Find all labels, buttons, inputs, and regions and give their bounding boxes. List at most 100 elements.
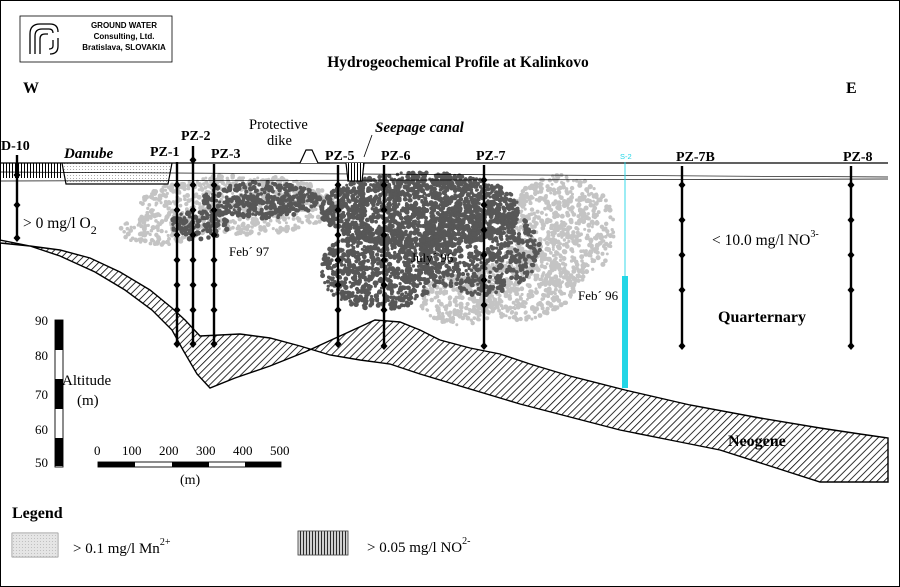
scale-tick: 400 [233,443,253,458]
sampling-point-marker [189,256,197,264]
sampling-point-marker [13,234,21,242]
well-pz-8: PZ-8 [843,150,873,348]
sampling-point-marker [173,231,181,239]
sampling-point-marker [210,231,218,239]
seepage-canal [345,162,365,182]
scale-tick: 200 [159,443,179,458]
legend-mn-label: > 0.1 mg/l Mn2+ [73,537,171,557]
scale-unit: (m) [180,473,201,488]
sampling-point-marker [189,156,197,164]
sampling-point-marker [678,251,686,259]
sampling-point-marker [380,281,388,289]
sampling-point-marker [480,276,488,284]
distance-scale: 0 100 200 300 400 500 (m) [94,443,290,488]
sampling-point-marker [678,181,686,189]
well-s-2: S-2 [620,152,632,388]
well-label: PZ-2 [181,129,211,144]
altitude-title: Altitude [62,373,112,389]
altitude-tick: 70 [35,387,48,402]
west-label: W [23,80,39,97]
altitude-tick: 50 [35,455,48,470]
sampling-point-marker [380,206,388,214]
logo-line-1: GROUND WATER [91,21,157,30]
altitude-unit: (m) [77,393,99,409]
sampling-point-marker [480,251,488,259]
sampling-point-marker [847,286,855,294]
sampling-point-marker [334,306,342,314]
scale-tick: 500 [270,443,290,458]
well-d-10: D-10 [1,139,30,240]
sampling-point-marker [480,226,488,234]
well-s-2-label: S-2 [620,152,632,161]
sampling-point-marker [847,342,855,350]
protective-dike-label-1: Protective [249,117,308,133]
altitude-scale: 90 80 70 60 50 Altitude (m) [35,313,112,470]
sampling-point-marker [173,206,181,214]
well-pz-1: PZ-1 [150,145,180,346]
sampling-point-marker [189,181,197,189]
legend-no2-label: > 0.05 mg/l NO2- [367,536,470,556]
sampling-point-marker [13,171,21,179]
sampling-point-marker [380,256,388,264]
sampling-point-marker [13,201,21,209]
sampling-point-marker [334,256,342,264]
sampling-point-marker [210,256,218,264]
sampling-point-marker [847,181,855,189]
well-label: PZ-7 [476,149,506,164]
east-label: E [846,80,857,97]
well-label: PZ-8 [843,150,873,165]
sampling-point-marker [210,206,218,214]
sampling-point-marker [210,340,218,348]
logo-line-3: Bratislava, SLOVAKIA [82,43,166,52]
protective-dike [290,149,330,164]
well-label: PZ-6 [381,149,411,164]
seepage-canal-label: Seepage canal [375,120,465,136]
july96-label: July´ 96 [411,250,454,265]
sampling-point-marker [210,306,218,314]
feb97-label: Feb´ 97 [229,244,270,259]
sampling-point-marker [334,181,342,189]
scale-tick: 100 [122,443,142,458]
quarternary-label: Quarternary [718,309,806,326]
sampling-point-marker [189,281,197,289]
logo-line-2: Consulting, Ltd. [94,32,155,41]
sampling-point-marker [480,301,488,309]
well-label: PZ-5 [325,149,355,164]
sampling-point-marker [189,206,197,214]
company-logo: GROUND WATER Consulting, Ltd. Bratislava… [19,15,173,63]
sampling-point-marker [173,181,181,189]
sampling-point-marker [847,216,855,224]
well-pz-3: PZ-3 [211,147,241,346]
danube-label: Danube [63,146,114,162]
wells: D-10 PZ-1 PZ-2 PZ-3 PZ-5 PZ-6 PZ-7 PZ-7 [1,129,873,350]
o2-label: > 0 mg/l O2 [23,215,97,237]
well-label: PZ-7B [676,150,715,165]
sampling-point-marker [173,340,181,348]
protective-dike-label-2: dike [267,133,292,149]
sampling-point-marker [210,281,218,289]
sampling-point-marker [480,201,488,209]
altitude-tick: 60 [35,422,48,437]
no3-label: < 10.0 mg/l NO3- [712,229,819,249]
sampling-point-marker [334,340,342,348]
sampling-point-marker [380,181,388,189]
well-label: PZ-1 [150,145,180,160]
sampling-point-marker [847,251,855,259]
no2-plume-dark [170,170,542,311]
legend-title: Legend [12,505,63,522]
scale-tick: 0 [94,443,101,458]
sampling-point-marker [480,342,488,350]
sampling-point-marker [334,206,342,214]
sampling-point-marker [173,256,181,264]
sampling-point-marker [334,281,342,289]
well-pz-5: PZ-5 [325,149,355,346]
altitude-tick: 80 [35,348,48,363]
sampling-point-marker [380,231,388,239]
legend: Legend > 0.1 mg/l Mn2+ > 0.05 mg/l NO2- [11,505,470,558]
feb96-label: Feb´ 96 [578,288,619,303]
well-label: D-10 [1,139,30,154]
sampling-point-marker [678,342,686,350]
sampling-point-marker [210,181,218,189]
sampling-point-marker [380,342,388,350]
